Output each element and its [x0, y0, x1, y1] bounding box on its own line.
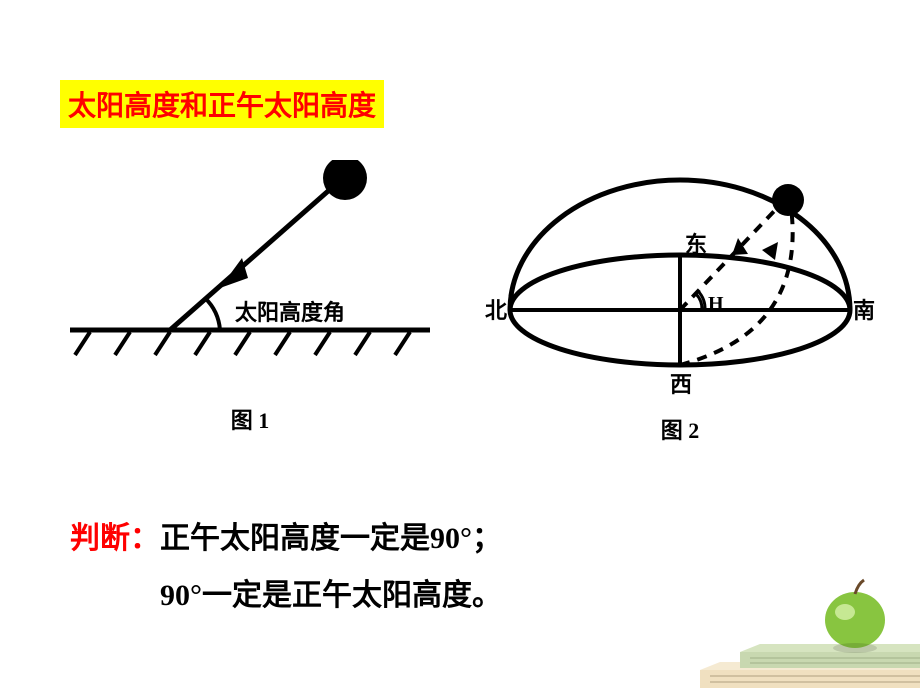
figure-1-svg: 太阳高度角 [60, 160, 440, 390]
fig2-west-label: 西 [670, 372, 692, 397]
fig2-east-label: 东 [685, 232, 707, 257]
fig2-south-label: 南 [853, 298, 875, 323]
fig1-angle-label: 太阳高度角 [235, 300, 345, 325]
figures-row: 太阳高度角 图 1 H 东 [50, 160, 870, 440]
judgment-line-2: 90°一定是正午太阳高度。 [70, 567, 502, 624]
figure-1-caption: 图 1 [60, 403, 440, 435]
judgment-text-1: 正午太阳高度一定是90°； [160, 522, 502, 555]
figure-1: 太阳高度角 图 1 [60, 160, 440, 440]
apple-icon [825, 580, 885, 653]
figure-2-caption: 图 2 [480, 413, 880, 445]
page-title: 太阳高度和正午太阳高度 [60, 80, 384, 128]
corner-decoration [660, 570, 920, 690]
judgment-label: 判断： [70, 522, 160, 555]
figure-2: H 东 北 南 西 图 2 [480, 160, 880, 440]
fig2-north-label: 北 [485, 298, 507, 323]
fig2-angle-label: H [708, 293, 724, 315]
judgment-line-1: 判断：正午太阳高度一定是90°； [70, 510, 502, 567]
judgment-text-2: 90°一定是正午太阳高度。 [160, 579, 502, 612]
book-top-icon [740, 644, 920, 668]
decoration-svg [660, 570, 920, 690]
figure-2-svg: H 东 北 南 西 [480, 160, 880, 400]
judgment-block: 判断：正午太阳高度一定是90°； 90°一定是正午太阳高度。 [70, 510, 502, 624]
